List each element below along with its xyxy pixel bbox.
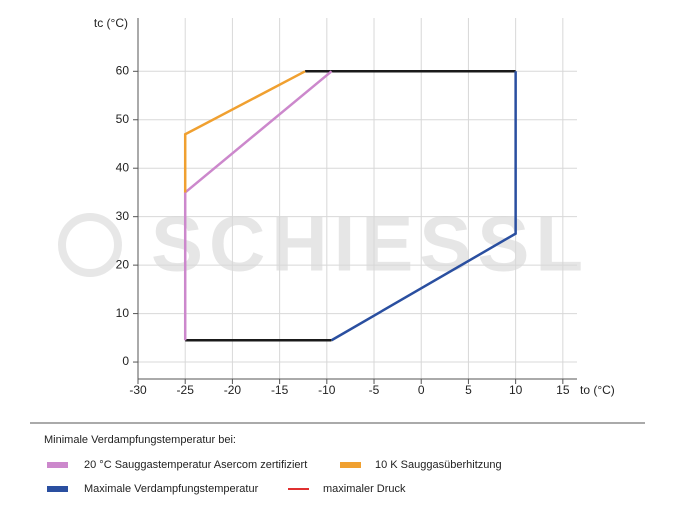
series-line: [330, 71, 517, 342]
y-tick-label: 30: [116, 209, 130, 223]
legend-label: Maximale Verdampfungstemperatur: [84, 483, 259, 495]
legend-title: Minimale Verdampfungstemperatur bei:: [44, 434, 236, 446]
y-tick-label: 10: [116, 306, 130, 320]
x-tick-label: -5: [369, 383, 380, 397]
x-tick-label: -15: [271, 383, 289, 397]
legend-swatch: [47, 486, 68, 492]
y-axis-label: tc (°C): [94, 16, 128, 30]
x-tick-label: -20: [224, 383, 242, 397]
series-line: [183, 70, 306, 193]
y-tick-label: 0: [122, 354, 129, 368]
x-tick-label: 10: [509, 383, 523, 397]
x-tick-label: -25: [177, 383, 195, 397]
x-tick-label: -30: [129, 383, 147, 397]
legend-swatch: [47, 462, 68, 468]
x-tick-label: -10: [318, 383, 336, 397]
series-line: [185, 70, 516, 342]
x-tick-label: 0: [418, 383, 425, 397]
watermark: SCHIESSL: [151, 200, 589, 288]
legend-swatch: [288, 488, 309, 490]
watermark-logo: [58, 213, 122, 277]
y-tick-label: 20: [116, 257, 130, 271]
legend-label: 10 K Sauggasüberhitzung: [375, 459, 502, 471]
legend-label: 20 °C Sauggastemperatur Asercom zertifiz…: [84, 459, 307, 471]
series-line: [183, 70, 333, 341]
x-tick-label: 15: [556, 383, 570, 397]
x-axis-label: to (°C): [580, 383, 615, 397]
y-tick-label: 40: [116, 160, 130, 174]
x-tick-label: 5: [465, 383, 472, 397]
legend-label: maximaler Druck: [323, 483, 406, 495]
y-tick-label: 60: [116, 63, 130, 77]
y-tick-label: 50: [116, 112, 130, 126]
legend-swatch: [340, 462, 361, 468]
